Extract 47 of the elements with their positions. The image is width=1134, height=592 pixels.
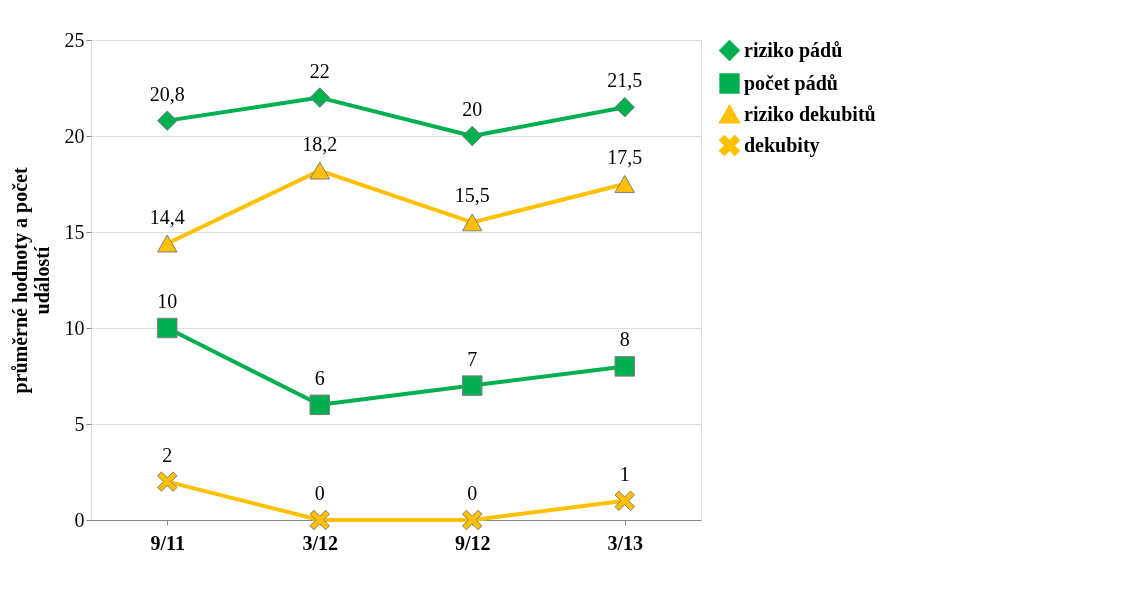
point bbox=[157, 317, 178, 339]
point bbox=[614, 96, 635, 118]
data-label: 6 bbox=[314, 366, 325, 389]
data-label: 1 bbox=[619, 462, 630, 485]
y-axis-title: průměrné hodnoty a počet událostí bbox=[8, 167, 53, 394]
x-tick-label: 9/11 bbox=[150, 531, 185, 554]
y-tick-label: 10 bbox=[64, 316, 85, 339]
point bbox=[462, 125, 483, 147]
legend-label: riziko dekubitů bbox=[744, 102, 876, 125]
data-label: 22 bbox=[309, 59, 330, 82]
point bbox=[614, 356, 635, 377]
point bbox=[157, 110, 178, 131]
point bbox=[614, 490, 635, 512]
legend-label: dekubity bbox=[744, 133, 820, 157]
data-label: 20,8 bbox=[149, 82, 185, 105]
data-label: 20 bbox=[462, 98, 483, 120]
x-tick-label: 3/13 bbox=[607, 531, 644, 554]
legend-label: riziko pádů bbox=[744, 38, 843, 62]
point bbox=[157, 471, 178, 492]
data-label: 21,5 bbox=[607, 69, 643, 92]
point bbox=[309, 161, 330, 180]
y-tick-label: 20 bbox=[64, 124, 85, 147]
legend-label: počet pádů bbox=[744, 71, 838, 95]
y-tick-label: 0 bbox=[74, 508, 85, 531]
point bbox=[309, 394, 330, 416]
y-tick-label: 5 bbox=[74, 412, 85, 435]
x-tick-label: 9/12 bbox=[454, 531, 491, 554]
point bbox=[462, 213, 483, 232]
data-label: 14,4 bbox=[149, 205, 185, 228]
data-label: 17,5 bbox=[607, 146, 643, 168]
point bbox=[309, 87, 330, 108]
data-label: 0 bbox=[467, 482, 478, 504]
point bbox=[462, 375, 483, 396]
point bbox=[157, 234, 178, 253]
data-label: 10 bbox=[157, 290, 178, 312]
y-tick-label: 25 bbox=[64, 28, 85, 51]
point bbox=[462, 509, 483, 531]
point bbox=[309, 509, 330, 531]
y-tick-label: 15 bbox=[64, 220, 85, 243]
data-label: 7 bbox=[467, 347, 478, 370]
data-label: 2 bbox=[162, 443, 173, 466]
x-tick-label: 3/12 bbox=[302, 531, 339, 554]
data-label: 0 bbox=[314, 482, 325, 504]
data-label: 18,2 bbox=[302, 132, 338, 155]
point bbox=[614, 175, 635, 193]
data-label: 15,5 bbox=[454, 184, 490, 207]
data-label: 8 bbox=[619, 328, 630, 351]
